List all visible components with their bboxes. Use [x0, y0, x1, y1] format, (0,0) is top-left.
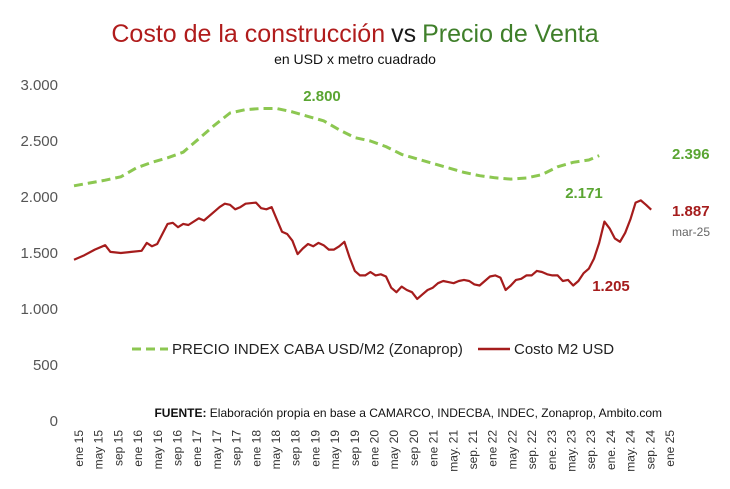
y-tick-label: 500	[33, 357, 58, 374]
x-tick-label: sep 17	[230, 430, 244, 466]
x-tick-label: may 17	[210, 430, 224, 470]
x-tick-label: may 19	[328, 430, 342, 470]
source-text: Elaboración propia en base a CAMARCO, IN…	[206, 406, 662, 420]
x-tick-label: ene 18	[249, 430, 263, 467]
chart-title-part-cost: Costo de la construcción	[111, 20, 385, 48]
y-tick-label: 2.000	[20, 189, 58, 206]
x-tick-label: ene 21	[427, 430, 441, 467]
x-tick-label: may 22	[505, 430, 519, 470]
legend-label-price: PRECIO INDEX CABA USD/M2 (Zonaprop)	[172, 341, 463, 358]
x-tick-label: sep 15	[111, 430, 125, 466]
x-tick-label: may. 23	[565, 430, 579, 472]
annotation-price-peak: 2.800	[303, 88, 341, 105]
chart-subtitle: en USD x metro cuadrado	[274, 51, 436, 67]
x-tick-label: sep 20	[407, 430, 421, 466]
annotations: 2.800 2.396 2.171 1.887 1.205 mar-25	[303, 88, 710, 295]
y-tick-label: 1.000	[20, 301, 58, 318]
x-tick-label: may 20	[387, 430, 401, 470]
annotation-date-latest: mar-25	[672, 225, 710, 239]
x-tick-label: ene 15	[72, 430, 86, 467]
x-tick-label: sep. 23	[584, 430, 598, 470]
x-tick-label: ene 20	[368, 430, 382, 467]
x-tick-label: ene 19	[308, 430, 322, 467]
x-tick-label: ene 25	[663, 430, 677, 467]
x-tick-label: may 15	[92, 430, 106, 470]
x-tick-label: may. 21	[446, 430, 460, 472]
y-tick-label: 2.500	[20, 133, 58, 150]
x-tick-label: may 18	[269, 430, 283, 470]
legend: PRECIO INDEX CABA USD/M2 (Zonaprop) Cost…	[132, 341, 614, 358]
source-note: FUENTE: Elaboración propia en base a CAM…	[154, 406, 662, 420]
x-tick-label: ene. 23	[545, 430, 559, 470]
x-tick-label: sep. 21	[466, 430, 480, 470]
y-tick-label: 0	[50, 413, 58, 430]
source-label: FUENTE:	[154, 406, 206, 420]
chart-title-part-vs: vs	[391, 20, 416, 48]
x-tick-label: ene. 24	[604, 430, 618, 470]
x-tick-label: sep. 24	[643, 430, 657, 470]
series-layer	[73, 107, 652, 300]
x-axis: ene 15 may 15 sep 15 ene 16 may 16 sep 16 ene …	[72, 430, 677, 472]
y-axis: 0 500 1.000 1.500 2.000 2.500 3.000	[20, 77, 58, 430]
y-tick-label: 3.000	[20, 77, 58, 94]
annotation-cost-latest: 1.887	[672, 203, 710, 220]
x-tick-label: sep 19	[348, 430, 362, 466]
chart-title: Costo de la construcción vs Precio de Vent…	[111, 20, 598, 48]
annotation-price-trough: 2.171	[565, 185, 603, 202]
x-tick-label: ene 16	[131, 430, 145, 467]
series-line-cost	[73, 199, 652, 300]
x-tick-label: sep 16	[171, 430, 185, 466]
x-tick-label: may 16	[151, 430, 165, 470]
annotation-price-latest: 2.396	[672, 146, 710, 163]
x-tick-label: sep. 22	[525, 430, 539, 470]
x-tick-label: ene 22	[486, 430, 500, 467]
annotation-cost-low: 1.205	[592, 278, 630, 295]
y-tick-label: 1.500	[20, 245, 58, 262]
series-line-price	[73, 107, 600, 188]
chart-title-part-price: Precio de Venta	[422, 20, 599, 48]
x-tick-label: sep 18	[289, 430, 303, 466]
x-tick-label: may. 24	[624, 430, 638, 472]
x-tick-label: ene 17	[190, 430, 204, 467]
legend-label-cost: Costo M2 USD	[514, 341, 614, 358]
